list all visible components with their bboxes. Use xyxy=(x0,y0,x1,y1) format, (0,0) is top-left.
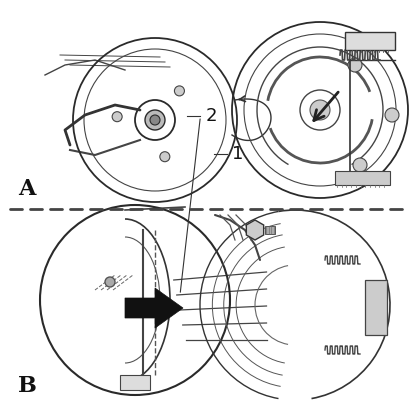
Bar xyxy=(345,32,395,50)
Text: A: A xyxy=(18,178,35,200)
Circle shape xyxy=(145,110,165,130)
Bar xyxy=(265,226,275,234)
Circle shape xyxy=(112,112,122,122)
Circle shape xyxy=(369,283,383,297)
Circle shape xyxy=(353,158,367,172)
Bar xyxy=(365,280,387,335)
Circle shape xyxy=(160,152,170,162)
Text: B: B xyxy=(18,375,37,397)
Polygon shape xyxy=(247,220,264,240)
Polygon shape xyxy=(125,288,183,328)
Bar xyxy=(335,171,390,185)
Circle shape xyxy=(150,115,160,125)
Circle shape xyxy=(348,58,362,72)
Circle shape xyxy=(369,313,383,327)
Circle shape xyxy=(310,100,330,120)
Circle shape xyxy=(174,86,184,96)
Text: 1: 1 xyxy=(232,144,244,163)
Circle shape xyxy=(105,277,115,287)
Bar xyxy=(120,375,150,390)
Circle shape xyxy=(385,108,399,122)
Text: 2: 2 xyxy=(205,107,217,125)
